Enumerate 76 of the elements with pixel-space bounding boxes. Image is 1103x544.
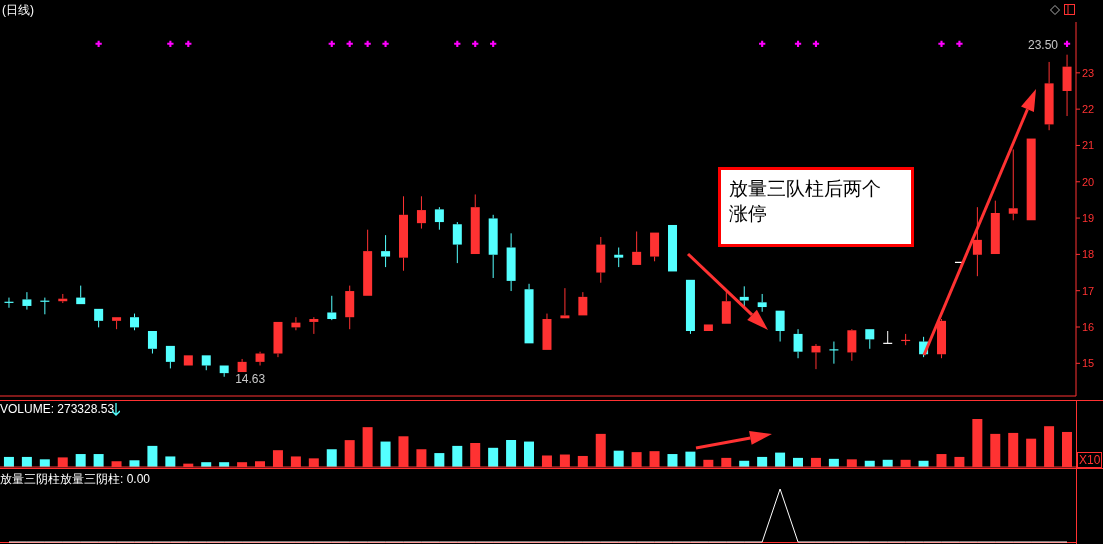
- y-tick-label: 15: [1082, 357, 1095, 370]
- bar: [380, 441, 391, 467]
- bar: [452, 445, 463, 467]
- candlestick: [327, 295, 337, 320]
- text: X10: [1077, 452, 1103, 468]
- candlestick: [76, 285, 86, 305]
- candlestick: [363, 229, 373, 296]
- candlestick: [488, 214, 498, 279]
- candlestick: [1044, 61, 1054, 131]
- candlestick: [793, 328, 803, 359]
- bar: [488, 447, 499, 467]
- bar: [75, 454, 86, 467]
- y-tick-label: 16: [1082, 320, 1095, 333]
- candlestick: [542, 313, 552, 350]
- bar: [685, 451, 696, 467]
- candlestick: [578, 291, 588, 316]
- chart-title: VOLUME: 273328.53: [0, 402, 115, 416]
- candlestick: [22, 291, 32, 311]
- candlestick: [434, 206, 444, 231]
- y-tick-label: 18: [1082, 248, 1095, 261]
- candlestick: [937, 318, 947, 359]
- candlestick: [1062, 54, 1072, 117]
- candlestick: [1008, 148, 1018, 221]
- candlestick: [309, 316, 319, 335]
- annotation: 放量三队柱后两个涨停: [718, 167, 914, 247]
- candlestick: [524, 283, 534, 344]
- y-tick-label: 17: [1082, 284, 1095, 297]
- candlestick: [757, 293, 767, 313]
- candlestick: [470, 193, 480, 255]
- y-tick-label: 19: [1082, 211, 1095, 224]
- candlestick: [237, 358, 247, 373]
- bar: [93, 454, 104, 467]
- candlestick: [452, 221, 462, 264]
- candlestick: [685, 279, 695, 335]
- candlestick: [399, 195, 409, 272]
- y-tick-label: 21: [1082, 139, 1095, 152]
- bar: [775, 452, 786, 467]
- candlestick: [865, 329, 875, 350]
- bar: [147, 445, 158, 467]
- bar: [434, 453, 445, 467]
- candlestick: [219, 365, 229, 378]
- candlestick: [345, 285, 355, 330]
- chart-subtitle: 放量三阴柱: 0.00: [60, 472, 151, 486]
- chart-title: (日线): [2, 3, 34, 17]
- bar: [667, 454, 678, 467]
- candlestick: [381, 234, 391, 268]
- candlestick: [990, 200, 1000, 255]
- bar: [39, 459, 50, 467]
- bar: [165, 456, 176, 467]
- annotation: 23.50: [1028, 37, 1059, 52]
- candlestick: [972, 206, 982, 277]
- y-tick-label: 20: [1082, 175, 1095, 188]
- candlestick: [201, 355, 211, 371]
- candlestick: [828, 341, 840, 365]
- candlestick: [811, 343, 821, 370]
- chart-title: 放量三阴柱: [0, 472, 60, 486]
- bar: [326, 449, 337, 467]
- candlestick: [614, 246, 624, 268]
- candlestick: [416, 195, 426, 230]
- bar: [524, 441, 535, 467]
- candlestick: [847, 330, 857, 362]
- candlestick: [560, 287, 570, 319]
- candlestick: [775, 310, 785, 343]
- candlestick: [273, 321, 283, 358]
- candlestick: [112, 317, 122, 330]
- bar: [129, 460, 140, 467]
- candlestick: [596, 236, 606, 284]
- y-tick-label: 22: [1082, 103, 1095, 116]
- candlestick: [147, 331, 157, 355]
- bar: [613, 450, 624, 467]
- y-tick-label: 23: [1082, 66, 1095, 79]
- candlestick: [632, 231, 642, 265]
- candlestick: [506, 232, 516, 292]
- annotation: 14.63: [235, 372, 266, 387]
- candlestick: [255, 351, 265, 366]
- bar: [506, 440, 517, 467]
